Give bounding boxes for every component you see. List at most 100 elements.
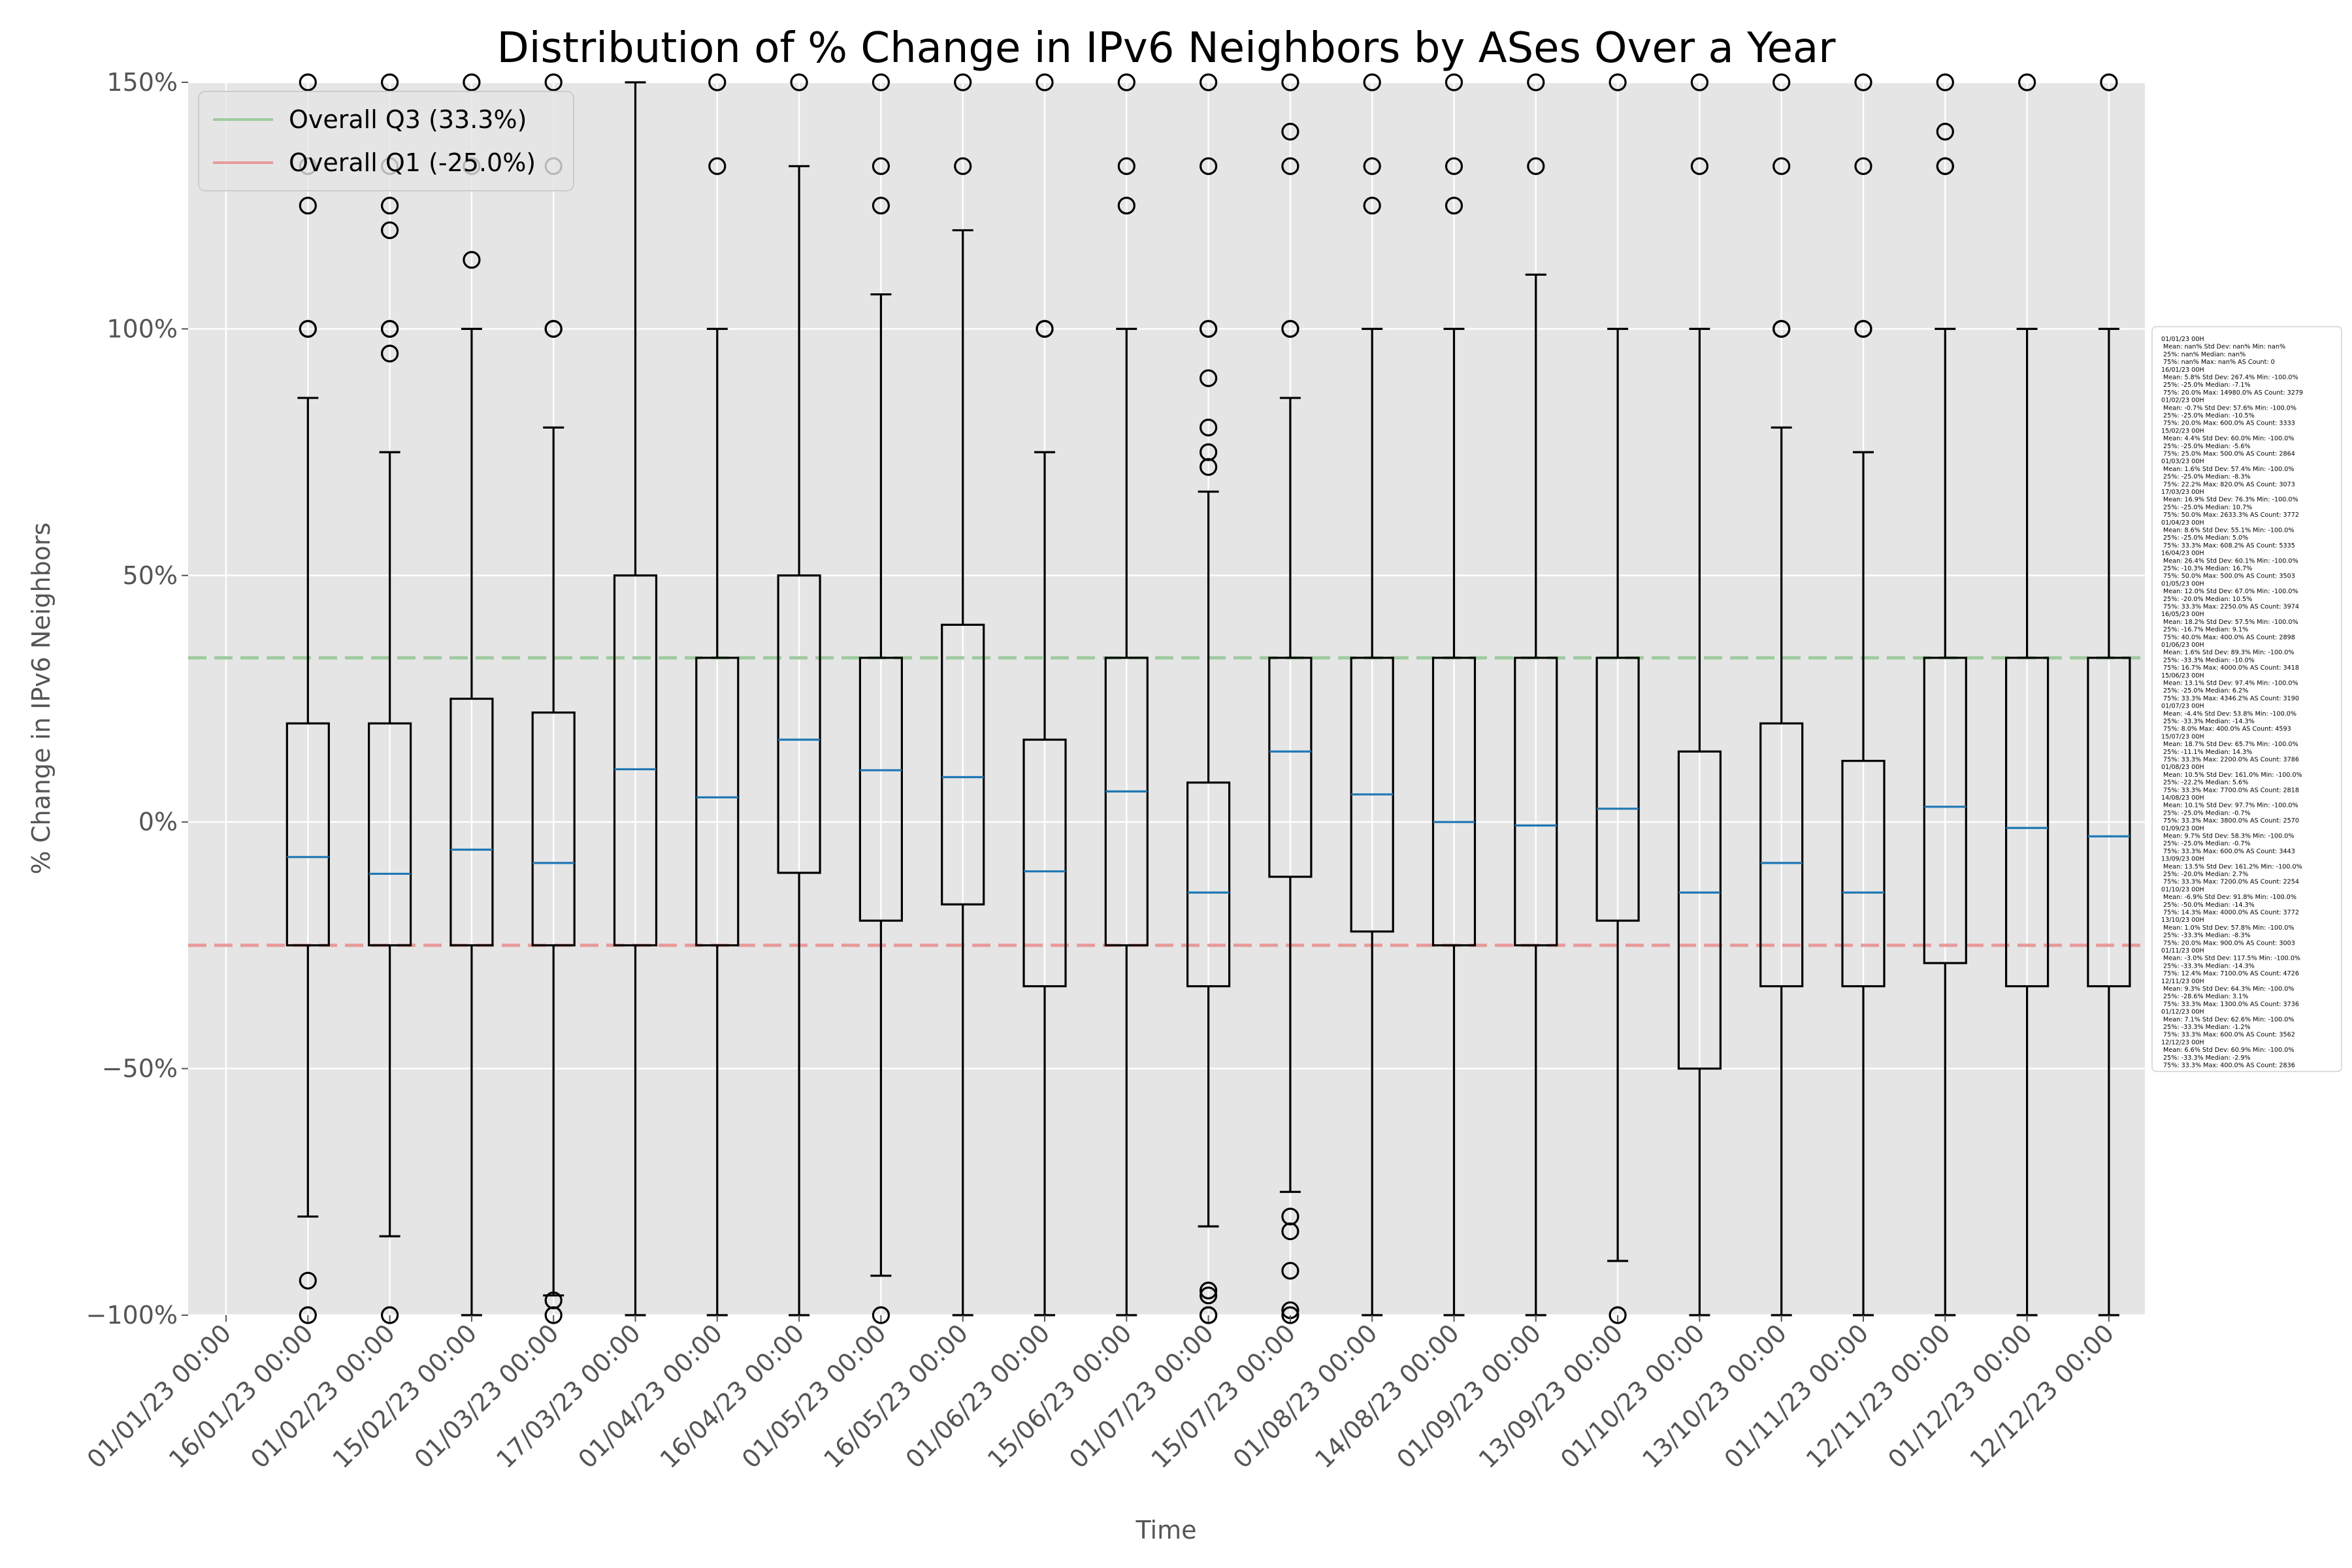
stats-line: 25%: -33.3% Median: -2.9%: [2161, 1054, 2251, 1062]
stats-line: 75%: 12.4% Max: 7100.0% AS Count: 4726: [2161, 970, 2299, 977]
box-16: [1431, 73, 1477, 1316]
outlier-point: [1854, 157, 1872, 175]
stats-line: 25%: -25.0% Median: -8.3%: [2161, 474, 2251, 481]
stats-line: 25%: -33.3% Median: -14.3%: [2161, 962, 2255, 970]
outlier-point: [1772, 157, 1791, 175]
stats-line: 25%: -11.1% Median: 14.3%: [2161, 749, 2252, 756]
box-body: [531, 711, 576, 947]
stats-line: 12/12/23 00H: [2161, 1039, 2204, 1046]
outlier-point: [1772, 319, 1791, 338]
outlier-point: [1854, 73, 1872, 91]
stats-line: Mean: -3.0% Std Dev: 117.5% Min: -100.0%: [2161, 955, 2300, 962]
stats-line: 25%: -25.0% Median: -5.6%: [2161, 443, 2251, 450]
boxes: [286, 73, 2131, 1324]
outlier-point: [1199, 1281, 1218, 1299]
legend-q3-label: Overall Q3 (33.3%): [289, 105, 527, 134]
stats-line: Mean: 18.2% Std Dev: 57.5% Min: -100.0%: [2161, 619, 2298, 626]
stats-line: 14/08/23 00H: [2161, 794, 2204, 802]
outlier-point: [708, 73, 727, 91]
stats-line: 25%: nan% Median: nan%: [2161, 351, 2246, 358]
outlier-point: [1117, 197, 1135, 215]
box-24: [2087, 73, 2131, 1316]
outlier-point: [1199, 1286, 1218, 1305]
stats-line: 25%: -28.6% Median: 3.1%: [2161, 993, 2248, 1000]
outlier-point: [544, 319, 563, 338]
box-8: [777, 73, 821, 1316]
box-11: [1022, 73, 1067, 1316]
outlier-point: [1036, 73, 1054, 91]
stats-line: 15/07/23 00H: [2161, 733, 2204, 740]
box-body: [2005, 657, 2050, 988]
stats-line: Mean: 1.6% Std Dev: 89.3% Min: -100.0%: [2161, 649, 2294, 657]
box-body: [1841, 760, 1886, 988]
stats-line: 01/04/23 00H: [2161, 519, 2204, 527]
stats-line: 12/11/23 00H: [2161, 978, 2204, 985]
box-20: [1759, 73, 1804, 1316]
outlier-point: [380, 197, 399, 215]
box-9: [858, 73, 904, 1324]
outlier-point: [1199, 369, 1218, 387]
outlier-point: [872, 157, 890, 175]
box-4: [449, 73, 494, 1316]
legend-frame: [198, 91, 574, 191]
outlier-point: [954, 73, 972, 91]
outlier-point: [1199, 418, 1218, 436]
plot-area: [188, 82, 2145, 1315]
stats-line: 25%: -33.3% Median: -14.3%: [2161, 718, 2255, 725]
stats-line: 25%: -25.0% Median: -0.7%: [2161, 840, 2251, 847]
stats-line: Mean: 6.6% Std Dev: 60.9% Min: -100.0%: [2161, 1047, 2294, 1054]
outlier-point: [1363, 157, 1381, 175]
stats-line: 75%: 25.0% Max: 500.0% AS Count: 2864: [2161, 451, 2295, 458]
y-tick-label: −100%: [86, 1301, 178, 1330]
box-body: [1759, 722, 1804, 988]
stats-line: Mean: 12.0% Std Dev: 67.0% Min: -100.0%: [2161, 588, 2298, 595]
outlier-point: [1936, 157, 1954, 175]
box-7: [695, 73, 740, 1316]
box-body: [1923, 657, 1967, 964]
box-15: [1350, 73, 1394, 1316]
stats-line: 01/10/23 00H: [2161, 886, 2204, 893]
outlier-point: [1281, 122, 1299, 141]
box-body: [858, 657, 904, 922]
stats-line: 75%: 33.3% Max: 1300.0% AS Count: 3736: [2161, 1001, 2299, 1008]
stats-line: 75%: 20.0% Max: 600.0% AS Count: 3333: [2161, 420, 2295, 427]
outlier-point: [1117, 157, 1135, 175]
outlier-point: [1690, 157, 1708, 175]
stats-line: 75%: 33.3% Max: 2250.0% AS Count: 3974: [2161, 604, 2299, 611]
stats-line: 13/10/23 00H: [2161, 917, 2204, 924]
outlier-point: [1199, 157, 1218, 175]
stats-line: Mean: 26.4% Std Dev: 60.1% Min: -100.0%: [2161, 557, 2298, 564]
box-body: [449, 697, 494, 947]
outlier-point: [1445, 73, 1463, 91]
outlier-point: [872, 197, 890, 215]
stats-line: 25%: -20.0% Median: 10.5%: [2161, 596, 2252, 603]
stats-line: 75%: 33.3% Max: 4346.2% AS Count: 3190: [2161, 695, 2299, 702]
stats-line: 75%: 33.3% Max: 600.0% AS Count: 3562: [2161, 1032, 2295, 1039]
box-body: [1514, 657, 1558, 947]
stats-line: 15/02/23 00H: [2161, 427, 2204, 434]
box-18: [1595, 73, 1640, 1324]
stats-line: 25%: -33.3% Median: -10.0%: [2161, 657, 2255, 664]
stats-line: 13/09/23 00H: [2161, 856, 2204, 863]
stats-line: Mean: nan% Std Dev: nan% Min: nan%: [2161, 344, 2285, 351]
box-body: [1677, 750, 1722, 1070]
box-body: [613, 574, 658, 947]
outlier-point: [1772, 73, 1791, 91]
outlier-point: [1281, 1262, 1299, 1280]
stats-line: 01/05/23 00H: [2161, 580, 2204, 587]
outlier-point: [1281, 73, 1299, 91]
stats-line: 25%: -22.2% Median: 5.6%: [2161, 779, 2248, 787]
outlier-point: [954, 157, 972, 175]
stats-line: 25%: -25.0% Median: -7.1%: [2161, 382, 2251, 389]
stats-line: 25%: -25.0% Median: 5.0%: [2161, 534, 2248, 542]
stats-line: 01/09/23 00H: [2161, 825, 2204, 832]
stats-line: 25%: -33.3% Median: -1.2%: [2161, 1024, 2251, 1031]
stats-line: Mean: -6.9% Std Dev: 91.8% Min: -100.0%: [2161, 894, 2296, 901]
reference-lines: [188, 656, 2145, 947]
stats-line: 25%: -25.0% Median: -10.5%: [2161, 412, 2255, 419]
stats-line: 75%: 50.0% Max: 500.0% AS Count: 3503: [2161, 573, 2295, 580]
stats-line: 75%: 33.3% Max: 608.2% AS Count: 5335: [2161, 542, 2295, 549]
outlier-point: [872, 1306, 890, 1324]
box-13: [1186, 73, 1231, 1324]
